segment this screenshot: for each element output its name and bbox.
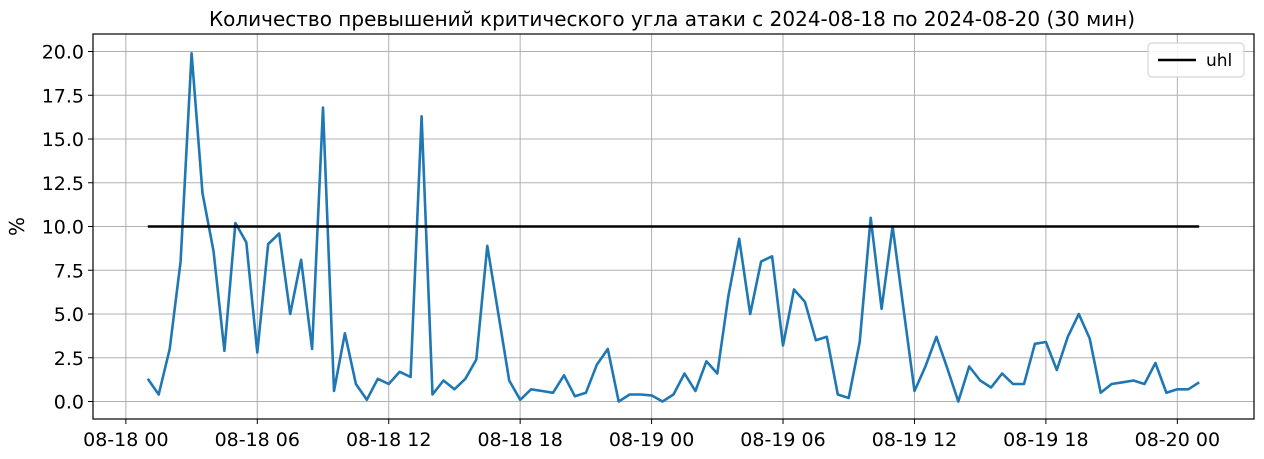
y-tick-label: 0.0 — [54, 392, 84, 414]
y-tick-label: 20.0 — [42, 42, 84, 64]
x-tick-label: 08-19 18 — [1003, 429, 1088, 451]
x-tick-label: 08-18 12 — [346, 429, 431, 451]
series-line-series-1 — [146, 51, 1200, 403]
y-axis: 0.0 2.5 5.0 7.5 10.0 12.5 15.0 17.5 20.0 — [42, 42, 93, 414]
y-tick-label: 10.0 — [42, 217, 84, 239]
y-tick-label: 17.5 — [42, 85, 84, 107]
legend: uhl — [1147, 42, 1245, 78]
y-tick-label: 7.5 — [54, 260, 84, 282]
x-tick-label: 08-18 00 — [83, 429, 168, 451]
x-tick-label: 08-20 00 — [1135, 429, 1220, 451]
y-tick-label: 5.0 — [54, 304, 84, 326]
x-tick-label: 08-19 06 — [740, 429, 825, 451]
y-tick-label: 15.0 — [42, 129, 84, 151]
x-tick-label: 08-19 00 — [609, 429, 694, 451]
x-axis: 08-18 00 08-18 06 08-18 12 08-18 18 08-19 00… — [83, 419, 1220, 451]
chart-title: Количество превышений критического угла … — [209, 7, 1135, 31]
y-axis-label: % — [5, 217, 29, 236]
x-tick-label: 08-18 18 — [477, 429, 562, 451]
series-layer — [146, 51, 1200, 403]
legend-label: uhl — [1206, 51, 1232, 71]
y-tick-label: 12.5 — [42, 173, 84, 195]
x-tick-label: 08-18 06 — [215, 429, 300, 451]
y-tick-label: 2.5 — [54, 348, 84, 370]
x-tick-label: 08-19 12 — [872, 429, 957, 451]
